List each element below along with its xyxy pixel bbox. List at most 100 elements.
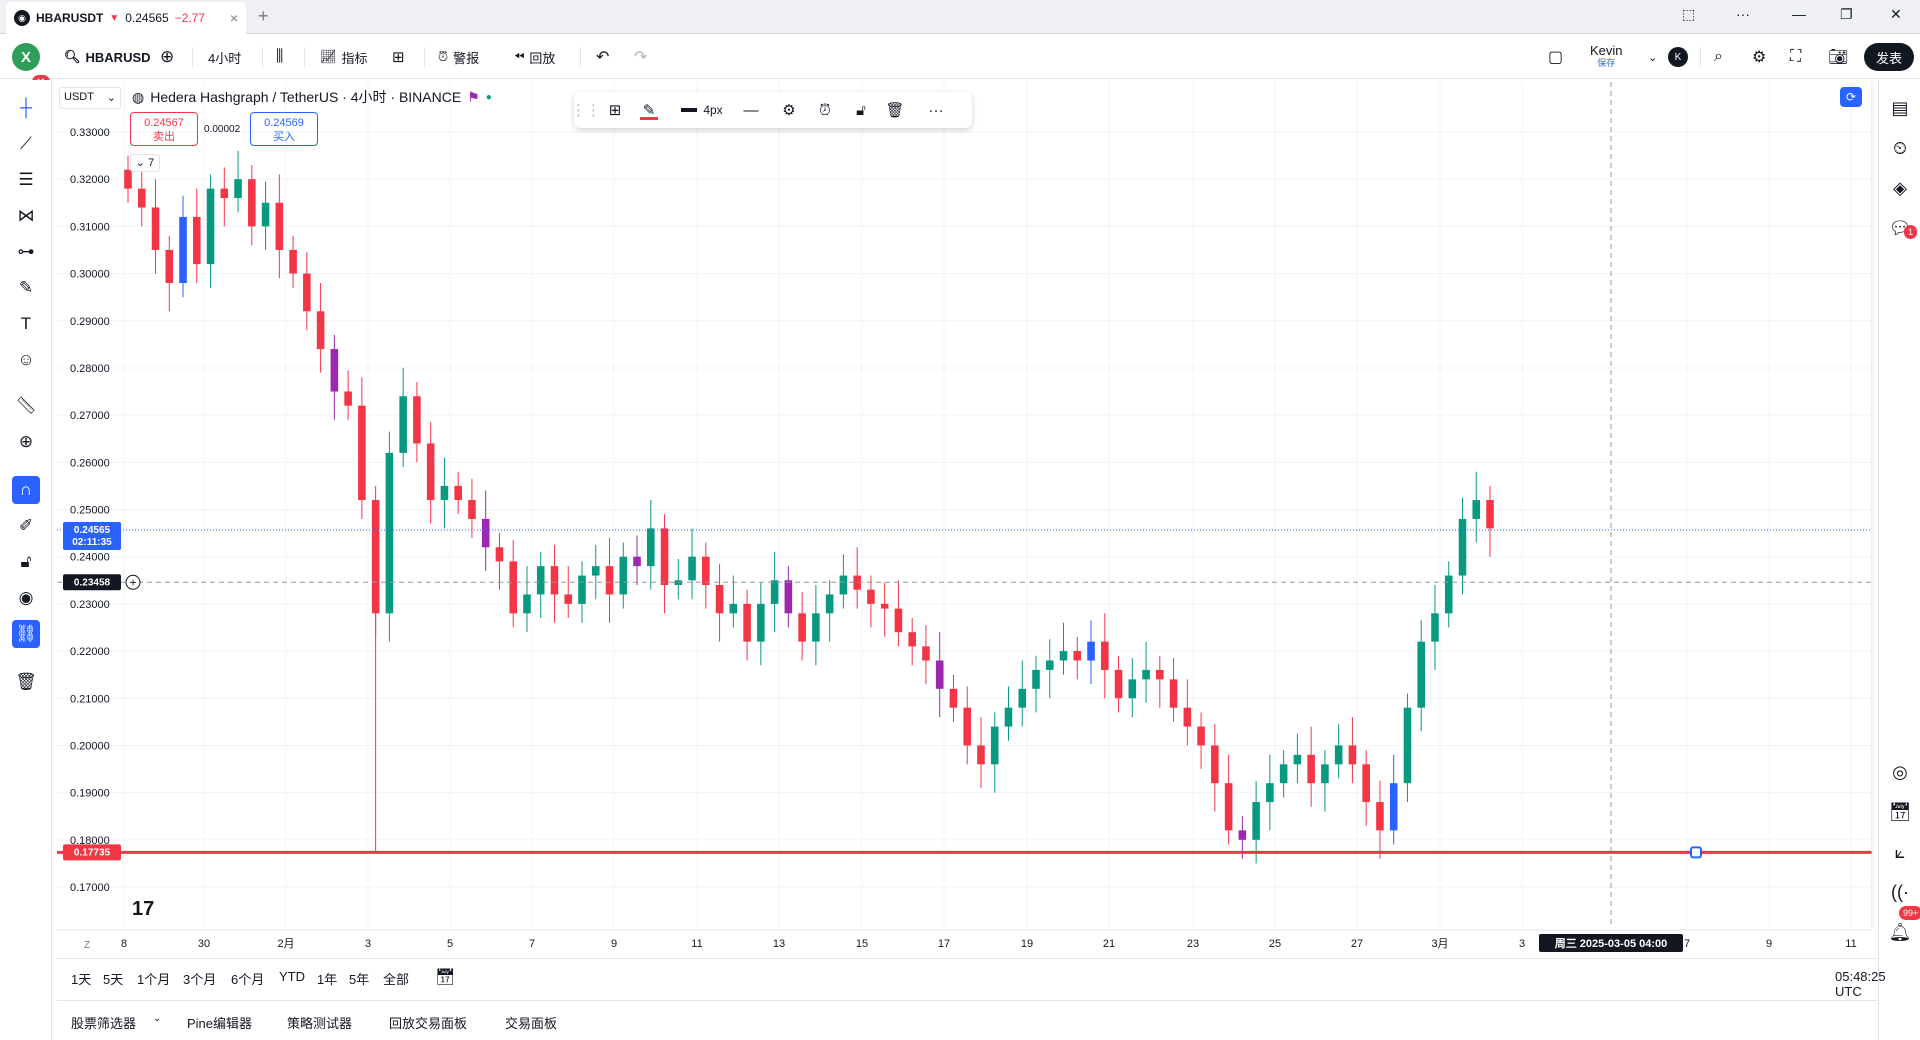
- forecast-icon[interactable]: ⊶: [17, 242, 35, 261]
- timeframe-ytd[interactable]: YTD: [279, 969, 305, 984]
- line-style-icon[interactable]: —: [743, 101, 759, 119]
- more-icon[interactable]: ···: [1736, 6, 1750, 22]
- candle-body: [179, 216, 187, 283]
- buy-button[interactable]: 0.24569 买入: [250, 112, 318, 146]
- candle-body: [729, 603, 738, 614]
- crosshair-icon[interactable]: ┼: [19, 98, 33, 117]
- publish-button[interactable]: 发表: [1864, 43, 1914, 71]
- settings-gear-icon[interactable]: ⚙: [1752, 49, 1767, 66]
- avatar[interactable]: X: [12, 43, 40, 71]
- utc-clock[interactable]: 05:48:25 UTC: [1835, 969, 1886, 999]
- date-range-calendar-icon[interactable]: 📅︎: [435, 969, 456, 986]
- maximize-button[interactable]: ❐: [1840, 6, 1853, 22]
- panel-tab-trading[interactable]: 交易面板: [505, 1016, 558, 1031]
- indicators-collapse-button[interactable]: ⌄ 7: [130, 154, 160, 172]
- sell-button[interactable]: 0.24567 卖出: [130, 112, 198, 146]
- interval-button[interactable]: 4小时: [208, 50, 242, 66]
- indicators-button[interactable]: 📈︎ 指标: [320, 35, 368, 79]
- magnet-icon[interactable]: ∩: [12, 476, 40, 504]
- minimize-button[interactable]: —: [1792, 6, 1806, 22]
- emoji-icon[interactable]: ☺: [17, 350, 35, 369]
- symbol-search-button[interactable]: 🔍︎ HBARUSD: [64, 35, 151, 79]
- replay-button[interactable]: ⏪︎ 回放: [514, 35, 555, 79]
- new-tab-button[interactable]: +: [258, 6, 269, 26]
- chart-sync-icon[interactable]: ⟳: [1840, 87, 1862, 107]
- zoom-in-icon[interactable]: ⊕: [18, 432, 34, 451]
- candle-body: [1362, 764, 1370, 803]
- timeframe-5y[interactable]: 5年: [349, 972, 370, 987]
- candle-body: [413, 396, 421, 444]
- ruler-icon[interactable]: 📏︎: [15, 396, 37, 415]
- line-color-button[interactable]: ✎: [634, 92, 664, 128]
- panel-tab-screener[interactable]: 股票筛选器: [71, 1016, 137, 1031]
- notification-bell-icon[interactable]: 🔔︎: [1888, 921, 1912, 942]
- candle-body: [647, 528, 655, 567]
- lock-icon[interactable]: 🔓︎: [856, 101, 866, 119]
- fib-icon[interactable]: ☰: [18, 170, 34, 189]
- panel-tab-pine-editor[interactable]: Pine编辑器: [187, 1016, 253, 1031]
- panel-tab-strategy-tester[interactable]: 策略测试器: [287, 1016, 353, 1031]
- more-options-icon[interactable]: ···: [928, 101, 944, 119]
- currency-select[interactable]: USDT ⌄: [59, 87, 121, 109]
- text-icon[interactable]: T: [20, 314, 32, 333]
- visibility-eye-icon[interactable]: ◉: [18, 588, 34, 607]
- layers-icon[interactable]: ◈: [1893, 177, 1907, 198]
- redo-icon[interactable]: ↷: [634, 49, 648, 66]
- chevron-down-icon[interactable]: ⌄: [153, 1013, 162, 1024]
- watchlist-icon[interactable]: ▤: [1891, 97, 1909, 118]
- timeframe-5d[interactable]: 5天: [103, 972, 124, 987]
- settings-icon[interactable]: ⚙: [782, 102, 796, 119]
- timeframe-3m[interactable]: 3个月: [183, 972, 217, 987]
- add-alert-icon[interactable]: ⏰︎: [819, 101, 831, 119]
- line-width-button[interactable]: 4px: [674, 92, 730, 128]
- lock-draw-icon[interactable]: ✐: [18, 516, 34, 535]
- templates-icon[interactable]: ⊞: [608, 102, 622, 119]
- chevron-down-icon[interactable]: ⌄: [1648, 51, 1658, 64]
- timeframe-6m[interactable]: 6个月: [231, 972, 265, 987]
- drag-handle-icon[interactable]: ⋮⋮: [571, 102, 601, 119]
- stream-icon[interactable]: ⟀: [1894, 841, 1906, 862]
- target-icon[interactable]: ◎: [1892, 761, 1908, 782]
- timeframe-1d[interactable]: 1天: [71, 972, 92, 987]
- alerts-button[interactable]: ⏰︎ 警报: [438, 35, 479, 79]
- candle-body: [1321, 764, 1329, 784]
- user-initial-button[interactable]: K: [1668, 35, 1688, 79]
- compare-add-icon[interactable]: ⊕: [160, 47, 175, 66]
- hline-price-label: 0.17735: [74, 847, 111, 858]
- timeframe-1y[interactable]: 1年: [317, 972, 338, 987]
- panel-tab-replay-trading[interactable]: 回放交易面板: [389, 1016, 468, 1031]
- timeframe-1m[interactable]: 1个月: [137, 972, 171, 987]
- layout-square-icon[interactable]: ▢: [1548, 49, 1564, 66]
- user-menu[interactable]: Kevin 保存: [1590, 35, 1623, 79]
- trash-icon[interactable]: 🗑︎: [15, 672, 37, 691]
- brush-icon[interactable]: ✎: [18, 278, 34, 297]
- broadcast-icon[interactable]: ((·: [1891, 881, 1909, 902]
- link-icon[interactable]: ⛓: [12, 620, 40, 648]
- camera-icon[interactable]: 📷︎: [1828, 49, 1849, 66]
- quick-search-icon[interactable]: ⌕: [1714, 48, 1723, 65]
- undo-icon[interactable]: ↶: [596, 49, 610, 66]
- candle-body: [1224, 783, 1233, 831]
- flag-icon[interactable]: ⚑: [467, 88, 480, 105]
- tab-close-button[interactable]: ×: [229, 10, 238, 26]
- candle-body: [688, 556, 696, 581]
- candle-style-icon[interactable]: ⫼: [276, 48, 284, 65]
- trend-line-icon[interactable]: ⟋: [20, 134, 32, 153]
- templates-icon[interactable]: ⊞: [392, 49, 405, 66]
- pattern-icon[interactable]: ⋈: [17, 206, 35, 225]
- lock-icon[interactable]: 🔓︎: [20, 552, 32, 571]
- timeframe-all[interactable]: 全部: [383, 972, 410, 987]
- fullscreen-icon[interactable]: ⛶: [1790, 48, 1802, 65]
- candle-body: [1101, 641, 1109, 670]
- candle-body: [124, 169, 132, 189]
- calendar-icon[interactable]: 📅︎: [1888, 801, 1912, 822]
- alerts-clock-icon[interactable]: ⏲: [1892, 137, 1908, 158]
- candle-body: [633, 556, 641, 567]
- trash-icon[interactable]: 🗑︎: [885, 102, 905, 119]
- candle-body: [867, 589, 875, 604]
- screen-layout-icon[interactable]: ⬚: [1682, 6, 1696, 22]
- y-tick-label: 0.32000: [70, 174, 110, 186]
- close-window-button[interactable]: ✕: [1890, 6, 1902, 22]
- browser-tab[interactable]: ◉ HBARUSDT ▼ 0.24565 −2.77 ×: [6, 2, 246, 34]
